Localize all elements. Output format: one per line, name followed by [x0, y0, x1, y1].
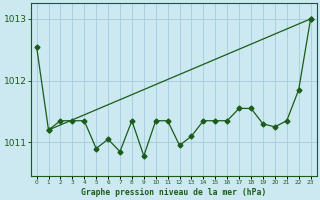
X-axis label: Graphe pression niveau de la mer (hPa): Graphe pression niveau de la mer (hPa) [81, 188, 266, 197]
